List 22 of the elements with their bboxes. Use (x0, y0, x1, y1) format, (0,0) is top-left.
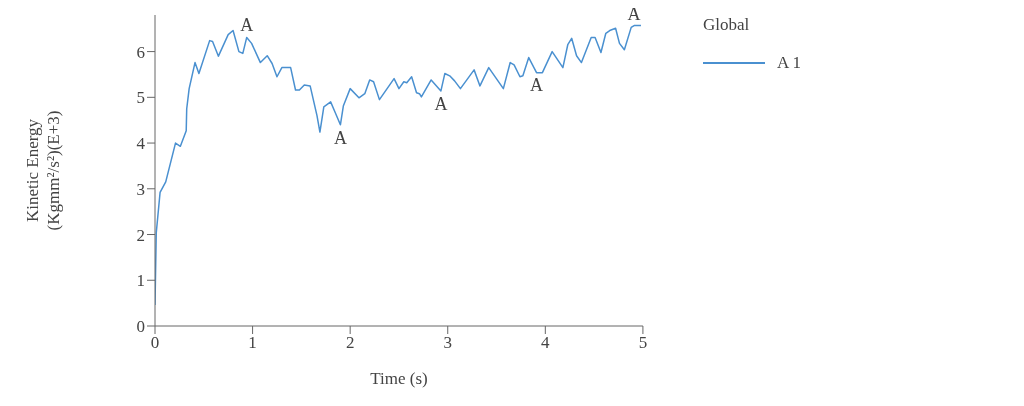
x-tick-label: 3 (443, 333, 452, 353)
y-tick-label: 1 (136, 271, 145, 291)
y-tick-label: 3 (136, 179, 145, 199)
annotation: A (530, 75, 544, 96)
annotation: A (627, 3, 641, 24)
y-tick-label: 0 (136, 317, 145, 337)
x-tick-label: 5 (638, 333, 648, 353)
legend-title: Global (702, 15, 751, 35)
x-tick-label: 1 (248, 333, 257, 353)
y-tick-label: 6 (136, 42, 145, 62)
annotation: A (240, 15, 254, 36)
annotation: A (333, 127, 347, 148)
y-tick-label: 2 (136, 225, 145, 245)
y-tick-label: 5 (136, 88, 145, 108)
x-axis-title: Time (s) (370, 369, 428, 388)
x-tick-label: 0 (150, 333, 160, 353)
y-axis-title: Kinetic Energy (Kgmm²/s²)(E+3) (23, 110, 63, 231)
y-tick-label: 4 (136, 134, 146, 154)
x-tick-label: 2 (345, 333, 355, 353)
annotation: A (434, 93, 448, 114)
legend-label: A 1 (776, 53, 801, 73)
x-tick-label: 4 (541, 333, 551, 353)
